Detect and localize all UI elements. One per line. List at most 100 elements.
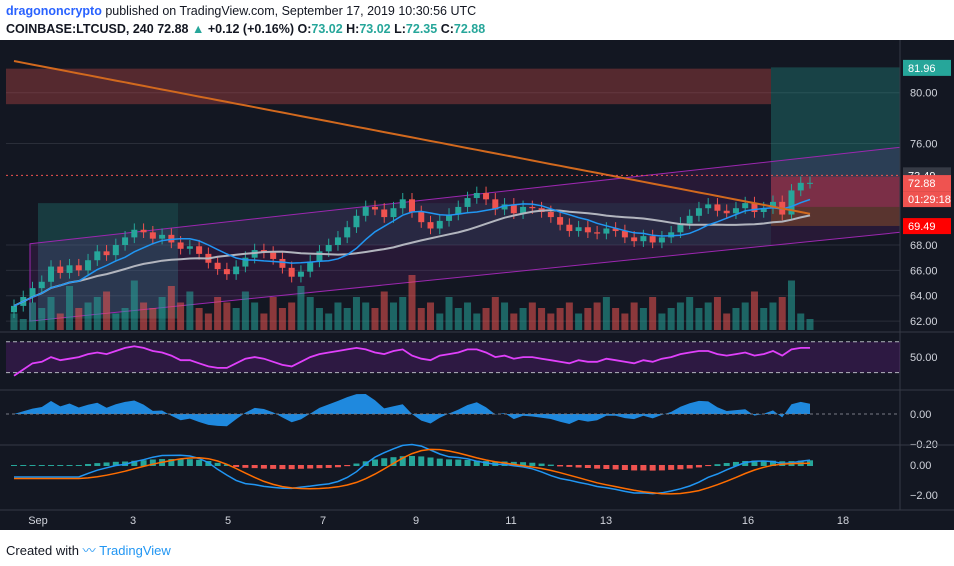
volume-bar [778,297,786,330]
candle-body [279,258,286,268]
volume-bar [473,313,481,330]
volume-bar [686,297,694,330]
candle-body [464,198,471,207]
volume-bar [658,313,666,330]
osc-bar [149,459,156,466]
candle-body [325,244,332,252]
osc-bar [20,465,27,466]
candle-body [399,199,406,209]
volume-bar [704,302,712,330]
osc-bar [455,459,462,466]
volume-bar [334,302,342,330]
candle-body [612,228,619,232]
tradingview-brand[interactable]: TradingView [99,543,171,558]
osc-bar [344,465,351,467]
macd-tick-label: 0.00 [910,409,931,421]
candle-body [658,237,665,243]
osc-fast-line [14,443,811,495]
candle-body [316,251,323,262]
time-tick-label: 13 [600,515,612,527]
author-link[interactable]: dragononcrypto [6,4,102,18]
osc-bar [94,463,101,466]
volume-bar [797,313,805,330]
osc-bar [390,457,397,466]
osc-bar [732,461,739,466]
osc-bar [631,465,638,471]
osc-bar [11,465,17,466]
candle-body [344,227,351,238]
candle-body [233,266,240,275]
candle-body [48,266,55,282]
price-change: +0.12 (+0.16%) [207,22,294,36]
volume-bar [251,302,259,330]
resistance-zone [6,68,771,105]
osc-bar [677,465,684,470]
volume-bar [760,308,768,330]
candle-body [112,244,119,256]
volume-bar [501,302,509,330]
candle-body [57,266,64,273]
volume-bar [741,302,749,330]
osc-bar [621,465,628,470]
volume-bar [269,297,277,330]
osc-bar [612,465,619,470]
volume-bar [427,302,435,330]
volume-bar [750,291,758,330]
volume-bar [149,308,157,330]
candle-body [159,234,166,239]
price-tick-label: 76.00 [910,138,938,150]
osc-bar [316,465,323,469]
price-chart[interactable]: 62.0064.0066.0068.0076.0080.0081.9673.49… [0,40,954,530]
candle-body [631,237,638,242]
osc-bar [399,456,406,466]
volume-bar [667,308,675,330]
candle-body [566,224,573,232]
candle-body [122,237,129,245]
volume-bar [565,302,573,330]
volume-bar [417,308,425,330]
volume-bar [288,302,296,330]
volume-bar [140,302,148,330]
volume-bar [75,308,83,330]
candle-body [788,190,795,215]
footer: Created with 〰 TradingView [6,540,171,559]
osc-bar [297,465,304,469]
volume-bar [47,297,55,330]
volume-bar [112,313,120,330]
volume-bar [639,308,647,330]
candle-body [714,204,721,211]
volume-bar [103,291,111,330]
volume-bar [10,313,18,330]
candle-body [446,214,453,221]
osc-bar [807,460,813,466]
volume-bar [389,302,397,330]
volume-bar [158,297,166,330]
osc-bar [742,460,749,466]
osc-bar [695,465,702,468]
osc-bar [668,465,675,470]
ma-slow-line [13,209,811,307]
osc-bar [705,465,712,467]
volume-bar [260,313,268,330]
volume-bar [352,297,360,330]
volume-bar [695,308,703,330]
price-tick-label: 68.00 [910,240,938,252]
volume-bar [204,313,212,330]
symbol-name[interactable]: COINBASE:LTCUSD, 240 [6,22,154,36]
time-tick-label: 3 [130,515,136,527]
ma-fast-line [13,198,811,307]
volume-bar [241,291,249,330]
osc-bar [85,463,92,466]
candle-body [334,237,341,245]
volume-bar [29,302,37,330]
volume-bar [584,308,592,330]
long-target-zone [771,67,900,177]
macd-histogram [14,394,810,427]
osc-bar [584,465,591,469]
candle-body [640,236,647,242]
last-price: 72.88 [157,22,189,36]
candle-body [473,192,480,199]
candle-body [297,271,304,277]
candle-body [732,208,739,214]
low-label: L: [394,22,406,36]
